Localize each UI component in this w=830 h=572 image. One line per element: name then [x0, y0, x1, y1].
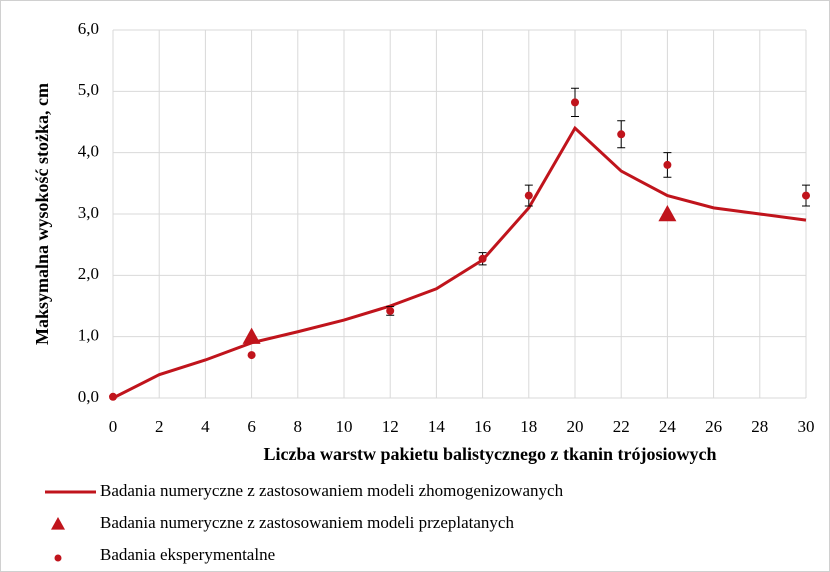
- x-axis-title: Liczba warstw pakietu balistycznego z tk…: [264, 444, 717, 464]
- y-tick-label: 2,0: [78, 264, 99, 283]
- legend-label: Badania numeryczne z zastosowaniem model…: [100, 481, 564, 500]
- x-tick-label: 4: [201, 417, 210, 436]
- triangle-marker: [658, 205, 677, 222]
- x-tick-label: 0: [109, 417, 118, 436]
- x-tick-label: 6: [247, 417, 256, 436]
- dot-marker: [478, 254, 487, 263]
- x-tick-label: 22: [613, 417, 630, 436]
- x-tick-label: 24: [659, 417, 677, 436]
- dot-marker: [802, 191, 810, 200]
- x-tick-label: 12: [382, 417, 399, 436]
- x-tick-label: 2: [155, 417, 164, 436]
- x-tick-label: 14: [428, 417, 446, 436]
- legend-label: Badania eksperymentalne: [100, 545, 275, 564]
- dot-marker: [571, 98, 579, 107]
- dot-marker: [247, 351, 256, 360]
- legend-label: Badania numeryczne z zastosowaniem model…: [100, 513, 514, 532]
- x-tick-label: 30: [798, 417, 815, 436]
- y-tick-label: 0,0: [78, 387, 99, 406]
- x-tick-label: 10: [336, 417, 353, 436]
- x-tick-label: 20: [567, 417, 584, 436]
- x-tick-label: 8: [294, 417, 303, 436]
- x-tick-label: 26: [705, 417, 722, 436]
- legend-dot: [54, 554, 62, 562]
- dot-marker: [386, 306, 395, 315]
- dot-marker: [524, 191, 533, 200]
- y-tick-label: 1,0: [78, 326, 99, 345]
- y-tick-label: 5,0: [78, 80, 99, 99]
- x-tick-label: 18: [520, 417, 537, 436]
- legend-triangle: [51, 517, 65, 530]
- x-tick-label: 16: [474, 417, 491, 436]
- y-tick-label: 3,0: [78, 203, 99, 222]
- y-tick-label: 4,0: [78, 142, 99, 161]
- dot-marker: [109, 392, 117, 401]
- y-tick-label: 6,0: [78, 19, 99, 38]
- y-axis-title: Maksymalna wysokość stożka, cm: [32, 83, 52, 345]
- dot-marker: [617, 130, 626, 139]
- dot-marker: [663, 160, 672, 169]
- x-tick-label: 28: [751, 417, 768, 436]
- triangle-marker: [242, 327, 261, 344]
- line-series: [112, 125, 807, 400]
